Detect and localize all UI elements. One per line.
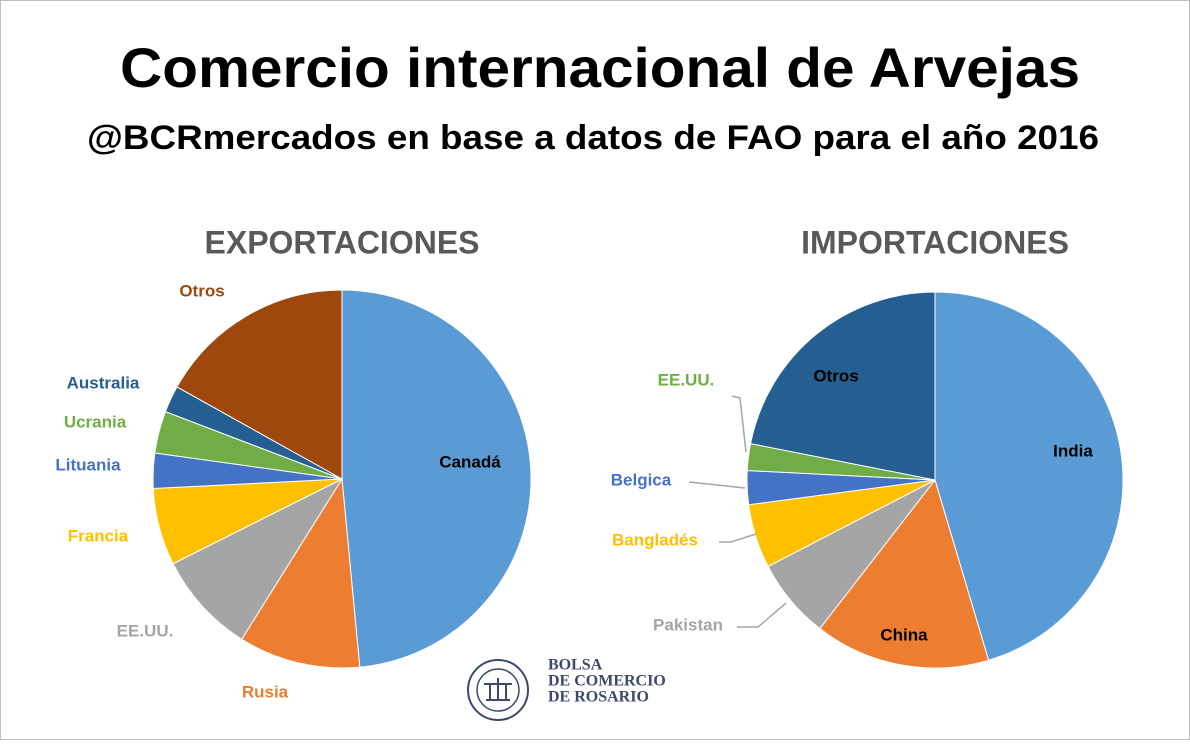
pie-slice [176, 289, 343, 480]
pie-slice [749, 291, 936, 481]
slice-label: Otros [179, 281, 224, 300]
slice-label: China [880, 625, 928, 644]
slice-label: Australia [67, 373, 140, 392]
logo-text: DE COMERCIO [548, 673, 666, 690]
pie-title: IMPORTACIONES [801, 224, 1069, 260]
slice-label: Francia [68, 526, 129, 545]
logo-icon [484, 678, 512, 701]
logo-ring [467, 659, 529, 721]
slice-label: Pakistan [653, 615, 723, 634]
leader-line [737, 602, 787, 628]
logo-text: BOLSA [548, 657, 603, 674]
pie-slice [241, 477, 361, 669]
pie-title: EXPORTACIONES [205, 224, 480, 260]
slice-label: Canadá [439, 452, 501, 471]
slice-label: Lituania [55, 455, 121, 474]
pie-slice [341, 289, 532, 668]
logo-text: DE ROSARIO [548, 689, 649, 706]
leader-line [719, 533, 757, 543]
slice-label: Belgica [611, 470, 672, 489]
slice-label: EE.UU. [117, 621, 174, 640]
leader-line [731, 395, 747, 453]
slice-label: Ucrania [64, 412, 127, 431]
pie-slice [172, 477, 344, 640]
pie-slice [934, 291, 1124, 661]
slice-label: Rusia [242, 682, 289, 701]
pie-slice [819, 478, 990, 669]
logo-ring [476, 668, 520, 712]
slice-label: Otros [813, 366, 858, 385]
title: Comercio internacional de Arvejas [120, 36, 1080, 99]
subtitle: @BCRmercados en base a datos de FAO para… [87, 119, 1099, 157]
leader-line [688, 481, 746, 489]
logo: BOLSA DE COMERCIO DE ROSARIO [467, 657, 666, 721]
slice-label: EE.UU. [658, 370, 715, 389]
slice-label: India [1053, 441, 1093, 460]
slice-label: Bangladés [612, 530, 698, 549]
